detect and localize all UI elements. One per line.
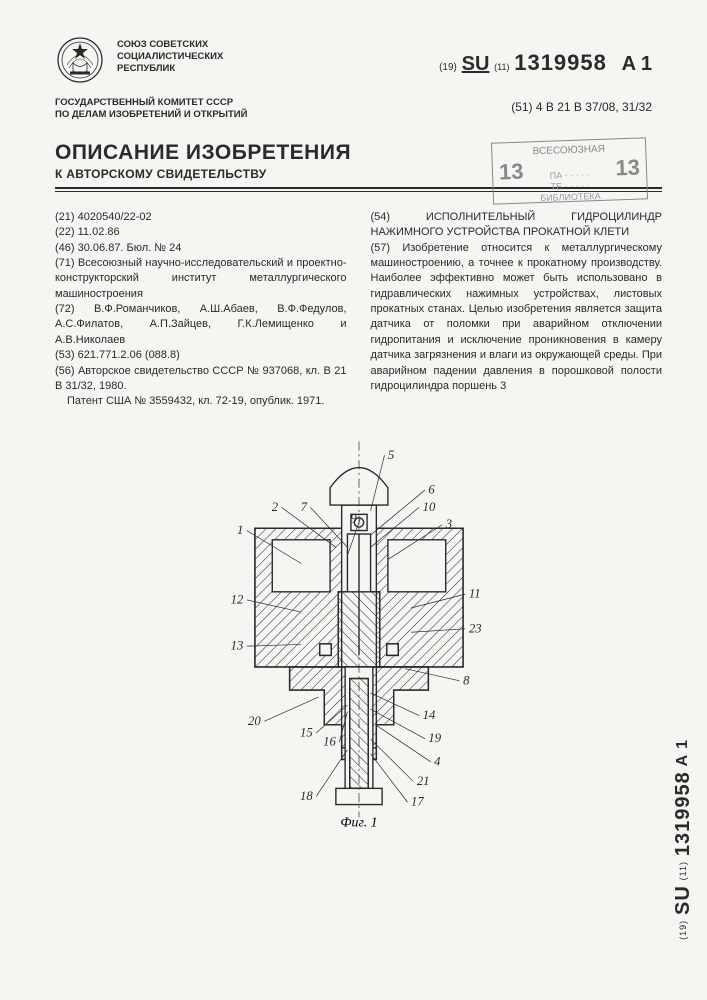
figure-label-15: 15 xyxy=(300,725,313,739)
classif-value: В 21 В 37/08, 31/32 xyxy=(546,100,652,114)
ussr-line1: СОЮЗ СОВЕТСКИХ xyxy=(117,39,223,51)
ussr-label: СОЮЗ СОВЕТСКИХ СОЦИАЛИСТИЧЕСКИХ РЕСПУБЛИ… xyxy=(117,35,223,75)
figure-label-1: 1 xyxy=(237,523,243,537)
figure-label-6: 6 xyxy=(428,482,435,496)
field-46: (46) 30.06.87. Бюл. № 24 xyxy=(55,241,347,256)
figure-label-18: 18 xyxy=(300,789,313,803)
field-71: (71) Всесоюзный научно-исследовательский… xyxy=(55,256,347,302)
figure-label-5: 5 xyxy=(387,448,393,462)
doc-country-code: SU xyxy=(462,53,490,75)
figure-label-8: 8 xyxy=(463,673,470,687)
figure-label-13: 13 xyxy=(230,638,243,652)
figure-label-12: 12 xyxy=(230,592,243,606)
classification: (51) 4 В 21 В 37/08, 31/32 xyxy=(511,100,652,114)
figure-label-21: 21 xyxy=(416,774,429,788)
right-column: (54) ИСПОЛНИТЕЛЬНЫЙ ГИДРОЦИЛИНДР НАЖИМНО… xyxy=(371,210,663,410)
field-53: (53) 621.771.2.06 (088.8) xyxy=(55,348,347,363)
figure-label-16: 16 xyxy=(323,734,336,748)
figure-label-3: 3 xyxy=(444,517,451,531)
figure-label-9: 9 xyxy=(350,511,357,525)
doc-suffix: A 1 xyxy=(622,53,652,75)
ussr-line2: СОЦИАЛИСТИЧЕСКИХ xyxy=(117,51,223,63)
figure-label-19: 19 xyxy=(428,731,441,745)
doc-prefix-code: (19) xyxy=(439,62,457,73)
figure-label-4: 4 xyxy=(434,754,441,768)
doc-sub-code: (11) xyxy=(494,62,509,72)
figure-1: 12345678910111213141516171819202123 Фиг.… xyxy=(55,424,662,832)
figure-label-11: 11 xyxy=(468,586,480,600)
side-document-code: (19) SU (11) 1319958 A 1 xyxy=(672,739,695,940)
ussr-line3: РЕСПУБЛИК xyxy=(117,63,223,75)
figure-label-14: 14 xyxy=(422,708,435,722)
library-stamp: ВСЕСОЮЗНАЯ 13 13 ПА · · · · · ТЕ · · · ·… xyxy=(491,137,648,204)
field-54: (54) ИСПОЛНИТЕЛЬНЫЙ ГИДРОЦИЛИНДР НАЖИМНО… xyxy=(371,210,663,241)
figure-label-10: 10 xyxy=(422,500,435,514)
field-21: (21) 4020540/22-02 xyxy=(55,210,347,225)
left-column: (21) 4020540/22-02 (22) 11.02.86 (46) 30… xyxy=(55,210,347,410)
figure-label-17: 17 xyxy=(411,795,424,809)
field-57: (57) Изобретение относится к металлургич… xyxy=(371,241,663,395)
field-72: (72) В.Ф.Романчиков, А.Ш.Абаев, В.Ф.Феду… xyxy=(55,302,347,348)
field-56b: Патент США № 3559432, кл. 72-19, опублик… xyxy=(55,394,347,409)
classif-prefix: (51) 4 xyxy=(511,100,542,114)
body-columns: (21) 4020540/22-02 (22) 11.02.86 (46) 30… xyxy=(55,210,662,410)
figure-label-23: 23 xyxy=(468,621,481,635)
stamp-num-right: 13 xyxy=(615,155,640,182)
doc-number: 1319958 xyxy=(514,50,607,75)
figure-label-7: 7 xyxy=(300,500,307,514)
figure-label-20: 20 xyxy=(248,714,261,728)
figure-caption: Фиг. 1 xyxy=(340,815,377,828)
field-56a: (56) Авторское свидетельство СССР № 9370… xyxy=(55,364,347,395)
state-emblem xyxy=(55,35,105,85)
document-number-block: (19) SU (11) 1319958 A 1 xyxy=(439,50,652,76)
stamp-num-left: 13 xyxy=(499,159,524,186)
figure-label-2: 2 xyxy=(271,500,278,514)
field-22: (22) 11.02.86 xyxy=(55,225,347,240)
